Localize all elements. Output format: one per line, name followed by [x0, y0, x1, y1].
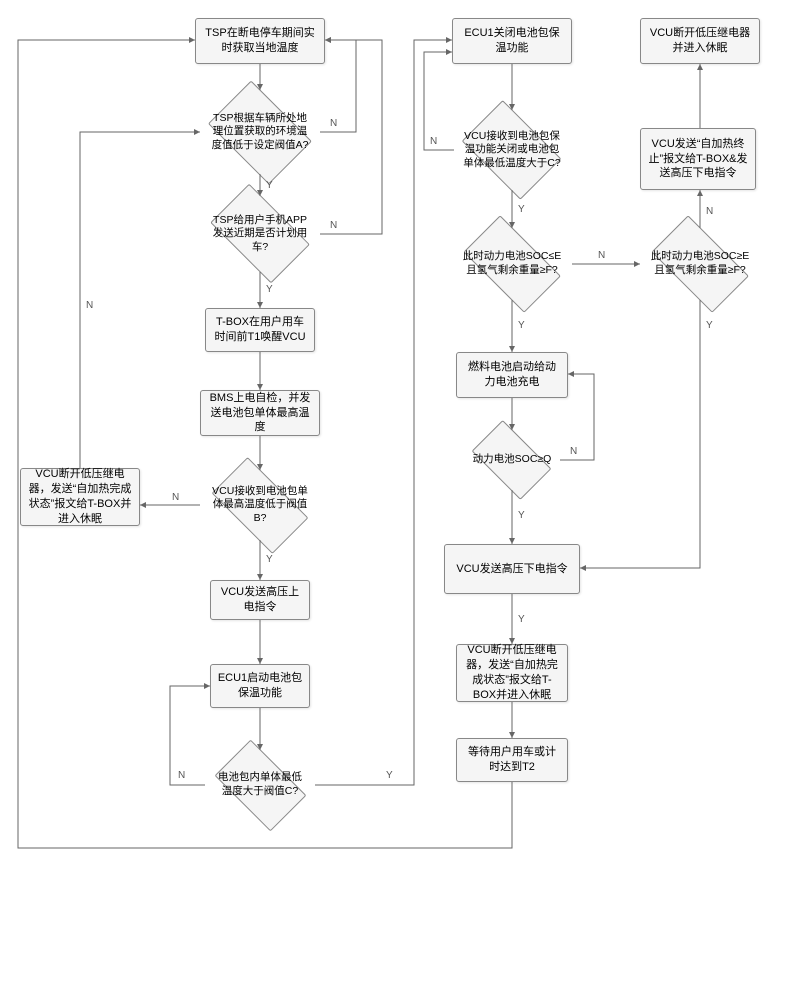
- flowchart-box-nR: VCU断开低压继电器并进入休眠: [640, 18, 760, 64]
- node-text: 等待用户用车或计时达到T2: [463, 745, 561, 775]
- edge-label: N: [330, 118, 337, 129]
- flowchart-box-n3: BMS上电自检，并发送电池包单体最高温度: [200, 390, 320, 436]
- edge-label: Y: [266, 554, 273, 565]
- flowchart-box-n5: ECU1启动电池包保温功能: [210, 664, 310, 708]
- edge-label: Y: [518, 204, 525, 215]
- edge-label: Y: [386, 770, 393, 781]
- edge-label: N: [598, 250, 605, 261]
- flowchart-box-n2: T-BOX在用户用车时间前T1唤醒VCU: [205, 308, 315, 352]
- node-text: VCU发送高压上电指令: [217, 585, 303, 615]
- flowchart-box-n8: 燃料电池启动给动力电池充电: [456, 352, 568, 398]
- node-text: VCU发送“自加热终止”报文给T-BOX&发送高压下电指令: [647, 137, 749, 182]
- edge-label: Y: [266, 284, 273, 295]
- flowchart-box-nL: VCU断开低压继电器，发送“自加热完成状态”报文给T-BOX并进入休眠: [20, 468, 140, 526]
- node-text: BMS上电自检，并发送电池包单体最高温度: [207, 391, 313, 436]
- flowchart-box-n9: VCU发送高压下电指令: [444, 544, 580, 594]
- flowchart-box-n7: VCU发送“自加热终止”报文给T-BOX&发送高压下电指令: [640, 128, 756, 190]
- flowchart-box-n11: 等待用户用车或计时达到T2: [456, 738, 568, 782]
- node-text: 此时动力电池SOC≤E且氢气剩余重量≥F?: [452, 250, 572, 277]
- node-text: VCU接收到电池包单体最高温度低于阀值B?: [200, 485, 320, 526]
- edge-label: N: [706, 206, 713, 217]
- edge-label: N: [330, 220, 337, 231]
- flowchart-decision-d4: 电池包内单体最低温度大于阀值C?: [205, 750, 315, 820]
- node-text: TSP在断电停车期间实时获取当地温度: [202, 26, 318, 56]
- node-text: 燃料电池启动给动力电池充电: [463, 360, 561, 390]
- flowchart-box-n10: VCU断开低压继电器，发送“自加热完成状态”报文给T-BOX并进入休眠: [456, 644, 568, 702]
- flowchart-box-n6: ECU1关闭电池包保温功能: [452, 18, 572, 64]
- edge-label: Y: [518, 510, 525, 521]
- node-text: TSP给用户手机APP发送近期是否计划用车?: [200, 214, 320, 255]
- flowchart-decision-d6: 此时动力电池SOC≤E且氢气剩余重量≥F?: [452, 228, 572, 300]
- flowchart-decision-d7: 此时动力电池SOC≥E且氢气剩余重量≥F?: [640, 228, 760, 300]
- flowchart-decision-d8: 动力电池SOC≥Q: [464, 430, 560, 490]
- edge-label: N: [430, 136, 437, 147]
- node-text: TSP根据车辆所处地理位置获取的环境温度值低于设定阀值A?: [200, 112, 320, 153]
- node-text: VCU断开低压继电器，发送“自加热完成状态”报文给T-BOX并进入休眠: [27, 467, 133, 526]
- edge-label: N: [570, 446, 577, 457]
- edge-label: Y: [518, 614, 525, 625]
- node-text: 动力电池SOC≥Q: [465, 453, 560, 467]
- flowchart-decision-d3: VCU接收到电池包单体最高温度低于阀值B?: [200, 470, 320, 540]
- flowchart-decision-d2: TSP给用户手机APP发送近期是否计划用车?: [200, 196, 320, 272]
- edge-label: Y: [706, 320, 713, 331]
- node-text: ECU1关闭电池包保温功能: [459, 26, 565, 56]
- node-text: VCU断开低压继电器，发送“自加热完成状态”报文给T-BOX并进入休眠: [463, 643, 561, 702]
- edge-label: Y: [518, 320, 525, 331]
- flowchart-decision-d5: VCU接收到电池包保温功能关闭或电池包单体最低温度大于C?: [454, 110, 570, 190]
- node-text: VCU断开低压继电器并进入休眠: [647, 26, 753, 56]
- edge-label: N: [86, 300, 93, 311]
- flowchart-box-n1: TSP在断电停车期间实时获取当地温度: [195, 18, 325, 64]
- edge-label: N: [172, 492, 179, 503]
- edge-label: N: [178, 770, 185, 781]
- node-text: ECU1启动电池包保温功能: [217, 671, 303, 701]
- edge-label: Y: [266, 180, 273, 191]
- node-text: VCU接收到电池包保温功能关闭或电池包单体最低温度大于C?: [454, 130, 570, 171]
- node-text: VCU发送高压下电指令: [456, 562, 567, 577]
- node-text: T-BOX在用户用车时间前T1唤醒VCU: [212, 315, 308, 345]
- flowchart-box-n4: VCU发送高压上电指令: [210, 580, 310, 620]
- node-text: 此时动力电池SOC≥E且氢气剩余重量≥F?: [640, 250, 760, 277]
- node-text: 电池包内单体最低温度大于阀值C?: [205, 771, 315, 798]
- flowchart-decision-d1: TSP根据车辆所处地理位置获取的环境温度值低于设定阀值A?: [200, 90, 320, 174]
